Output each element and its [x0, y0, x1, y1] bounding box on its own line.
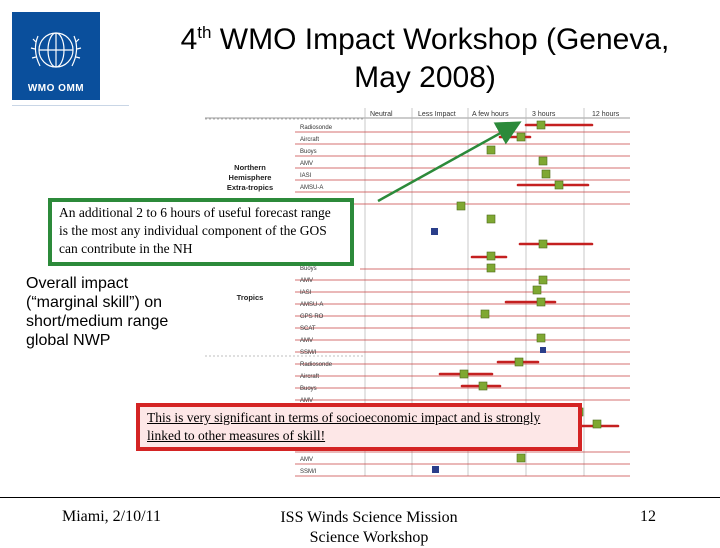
footer-event-line2: Science Workshop	[309, 529, 429, 546]
tropics-label: Tropics	[237, 293, 264, 302]
row-label: Buoys	[300, 149, 317, 155]
wmo-logo: WMO OMM	[12, 12, 100, 100]
col-header-less: Less Impact	[418, 111, 456, 118]
nh-label-line3: Extra-tropics	[227, 183, 273, 192]
row-label: GPS RO	[300, 314, 324, 320]
row-label: SCAT	[300, 326, 316, 332]
footer-location-date: Miami, 2/10/11	[62, 508, 161, 525]
row-label: AMV	[300, 278, 313, 284]
title-prefix: 4	[180, 23, 198, 56]
row-label: AMV	[300, 398, 313, 404]
page-number: 12	[640, 508, 656, 525]
socioeconomic-callout: This is very significant in terms of soc…	[136, 403, 582, 451]
footer-divider	[0, 497, 720, 498]
row-label: AMSU-A	[300, 185, 323, 191]
footer-event: ISS Winds Science Mission Science Worksh…	[259, 508, 479, 548]
row-label: Aircraft	[300, 137, 319, 143]
footer-event-line1: ISS Winds Science Mission	[280, 509, 458, 526]
row-label: Radiosonde	[300, 362, 333, 368]
wmo-emblem-icon	[30, 32, 82, 68]
row-label: Radiosonde	[300, 125, 333, 131]
row-label: AMSU-A	[300, 302, 323, 308]
impact-chart: Neutral Less Impact A few hours 3 hours …	[200, 104, 640, 480]
col-header-3-hours: 3 hours	[532, 111, 556, 118]
row-label: IASI	[300, 173, 312, 179]
title-superscript: th	[197, 23, 212, 42]
nh-callout: An additional 2 to 6 hours of useful for…	[48, 198, 354, 266]
row-label: Buoys	[300, 266, 317, 272]
side-note: Overall impact (“marginal skill”) on sho…	[26, 275, 169, 349]
nh-label-line2: Hemisphere	[229, 173, 272, 182]
title-line1: WMO Impact Workshop (Geneva,	[211, 23, 670, 56]
col-header-12-hours: 12 hours	[592, 111, 620, 118]
row-label: AMV	[300, 457, 313, 463]
row-label: AMV	[300, 338, 313, 344]
row-label: AMV	[300, 161, 313, 167]
row-label: SSM/I	[300, 469, 317, 475]
logo-text: WMO OMM	[27, 83, 85, 94]
title-line2: May 2008)	[354, 61, 496, 94]
row-label: Buoys	[300, 386, 317, 392]
row-label: IASI	[300, 290, 312, 296]
logo-divider	[12, 105, 129, 106]
col-header-neutral: Neutral	[370, 111, 393, 118]
nh-label-line1: Northern	[234, 163, 266, 172]
row-label: SSM/I	[300, 350, 317, 356]
col-header-few-hours: A few hours	[472, 111, 509, 118]
slide-title: 4th WMO Impact Workshop (Geneva, May 200…	[140, 14, 710, 97]
row-label: Aircraft	[300, 374, 319, 380]
